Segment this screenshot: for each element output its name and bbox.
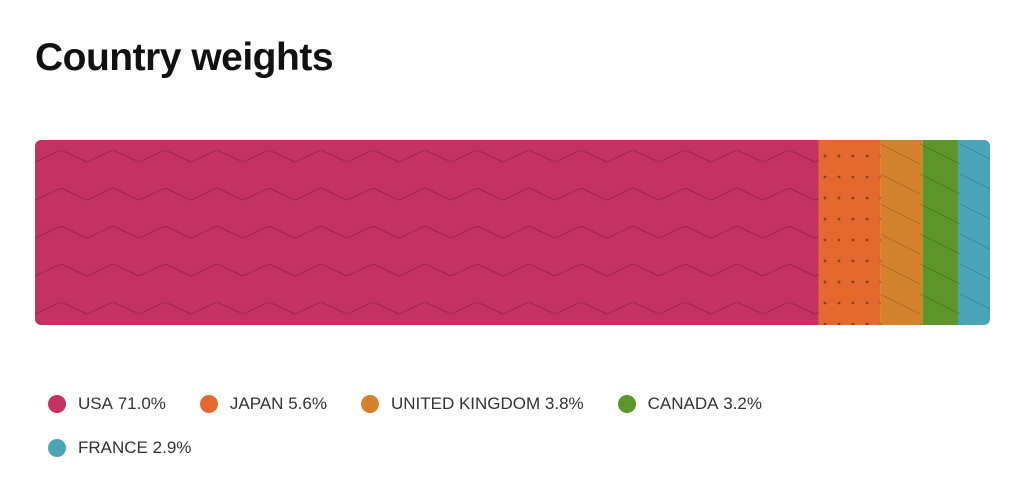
bar-segment-pattern [922,140,958,325]
bar-segment-pattern [957,140,990,325]
legend-swatch [199,395,218,413]
legend: USA 71.0% JAPAN 5.6% UNITED KINGDOM 3.8% CA… [48,392,848,460]
bar-segment-pattern [818,140,881,325]
legend-item: JAPAN 5.6% [199,392,327,416]
legend-name: FRANCE [78,438,148,457]
legend-swatch [48,395,66,413]
bar-segment-pattern [35,140,819,325]
legend-name: JAPAN [229,394,284,413]
chart [35,140,990,325]
legend-value: 3.2% [723,394,762,413]
legend-value: 71.0% [117,394,166,413]
legend-item: FRANCE 2.9% [48,436,191,460]
legend-name: UNITED KINGDOM [390,394,541,413]
chart-title: Country weights [35,36,334,79]
legend-value: 2.9% [152,438,192,457]
legend-swatch [360,395,379,413]
legend-item: UNITED KINGDOM 3.8% [360,392,584,416]
legend-item: USA 71.0% [48,392,166,416]
legend-item: CANADA 3.2% [617,392,762,416]
legend-value: 5.6% [288,394,327,413]
bar-segment-pattern [880,140,923,325]
bar-group [35,140,990,325]
legend-name: CANADA [647,394,719,413]
legend-swatch [617,395,636,413]
legend-name: USA [78,394,113,413]
legend-swatch [48,439,66,457]
legend-value: 3.8% [544,394,584,413]
